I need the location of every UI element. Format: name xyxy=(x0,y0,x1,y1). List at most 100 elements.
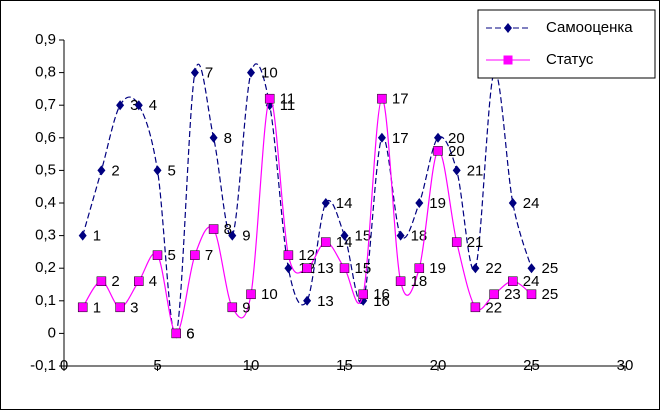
data-label: 19 xyxy=(429,195,446,212)
marker xyxy=(78,230,87,241)
legend-box xyxy=(477,9,656,79)
x-tick-label: 0 xyxy=(60,357,68,374)
marker xyxy=(227,302,238,313)
marker xyxy=(246,289,256,300)
marker xyxy=(527,263,536,274)
data-label: 5 xyxy=(168,162,176,179)
y-tick-label: 0,5 xyxy=(35,161,56,178)
data-label: 25 xyxy=(542,286,559,303)
x-tick-label: 5 xyxy=(153,357,161,374)
marker xyxy=(171,328,181,339)
legend-marker xyxy=(503,55,513,65)
data-label: 2 xyxy=(111,162,119,179)
legend: Самооценка Статус xyxy=(477,9,656,79)
data-label: 20 xyxy=(448,143,465,160)
marker xyxy=(209,132,218,143)
marker xyxy=(134,276,144,286)
data-label: 23 xyxy=(504,286,521,303)
marker xyxy=(228,230,237,241)
data-label: 22 xyxy=(485,299,502,316)
y-tick-label: 0,6 xyxy=(35,129,56,146)
data-label: 15 xyxy=(355,228,372,245)
marker xyxy=(134,100,143,111)
marker xyxy=(396,230,405,241)
marker xyxy=(339,263,350,273)
marker xyxy=(321,237,331,247)
y-tick-label: 0,9 xyxy=(35,31,56,48)
marker xyxy=(321,198,330,208)
data-label: 13 xyxy=(317,260,334,277)
x-tick-label: 25 xyxy=(523,357,540,374)
data-label: 17 xyxy=(392,91,409,108)
marker xyxy=(115,302,125,313)
marker xyxy=(377,93,387,104)
marker xyxy=(97,165,106,176)
marker xyxy=(470,302,481,313)
marker xyxy=(508,198,517,208)
data-label: 8 xyxy=(224,130,232,147)
data-label: 15 xyxy=(355,260,372,277)
marker xyxy=(247,67,255,78)
marker xyxy=(96,276,107,286)
data-label: 14 xyxy=(336,195,353,212)
y-tick-label: 0,7 xyxy=(35,96,56,113)
data-label: 21 xyxy=(467,234,484,251)
marker xyxy=(434,132,442,143)
data-label: 11 xyxy=(280,91,296,108)
data-label: 3 xyxy=(130,97,138,114)
y-tick-label: 0,3 xyxy=(35,227,56,244)
y-tick-label: 0 xyxy=(48,324,56,341)
x-tick-label: 20 xyxy=(430,357,447,374)
legend-marker xyxy=(504,23,512,33)
data-label: 18 xyxy=(411,273,428,290)
data-label: 18 xyxy=(411,228,428,245)
series-line xyxy=(82,63,533,336)
y-tick-label: 0,2 xyxy=(35,259,56,276)
marker xyxy=(77,302,88,313)
marker xyxy=(284,263,293,274)
data-label: 16 xyxy=(373,293,390,310)
data-label: 3 xyxy=(130,299,138,316)
legend-label: Статус xyxy=(546,51,594,68)
x-tick-label: 30 xyxy=(617,357,634,374)
data-label: 14 xyxy=(336,234,353,251)
data-label: 7 xyxy=(205,247,213,264)
y-tick-label: 0,8 xyxy=(35,64,56,81)
marker xyxy=(471,263,480,274)
marker xyxy=(395,276,406,286)
marker xyxy=(264,93,275,104)
marker xyxy=(283,250,294,260)
x-tick-label: 15 xyxy=(336,357,353,374)
marker xyxy=(152,250,163,260)
data-label: 25 xyxy=(542,260,559,277)
data-label: 12 xyxy=(298,247,315,264)
data-label: 9 xyxy=(242,228,250,245)
x-tick-label: 10 xyxy=(243,357,260,374)
data-label: 5 xyxy=(168,247,176,264)
marker xyxy=(208,224,219,234)
data-label: 6 xyxy=(186,325,194,342)
data-label: 13 xyxy=(317,293,334,310)
y-tick-label: 0,4 xyxy=(35,194,56,211)
data-label: 21 xyxy=(467,162,484,179)
data-label: 9 xyxy=(242,299,250,316)
data-label: 8 xyxy=(224,221,232,238)
legend-label: Самооценка xyxy=(546,19,633,36)
marker xyxy=(116,100,125,111)
data-label: 16 xyxy=(373,286,390,303)
data-label: 10 xyxy=(261,65,278,82)
marker xyxy=(451,237,462,247)
marker xyxy=(190,67,199,78)
marker xyxy=(489,289,499,300)
data-label: 2 xyxy=(111,273,119,290)
marker xyxy=(302,263,312,273)
data-label: 7 xyxy=(205,65,213,82)
marker xyxy=(190,250,200,260)
marker xyxy=(377,132,386,143)
data-label: 1 xyxy=(93,299,101,316)
data-label: 4 xyxy=(149,273,157,290)
marker xyxy=(452,165,461,176)
data-label: 10 xyxy=(261,286,278,303)
data-label: 24 xyxy=(523,273,540,290)
